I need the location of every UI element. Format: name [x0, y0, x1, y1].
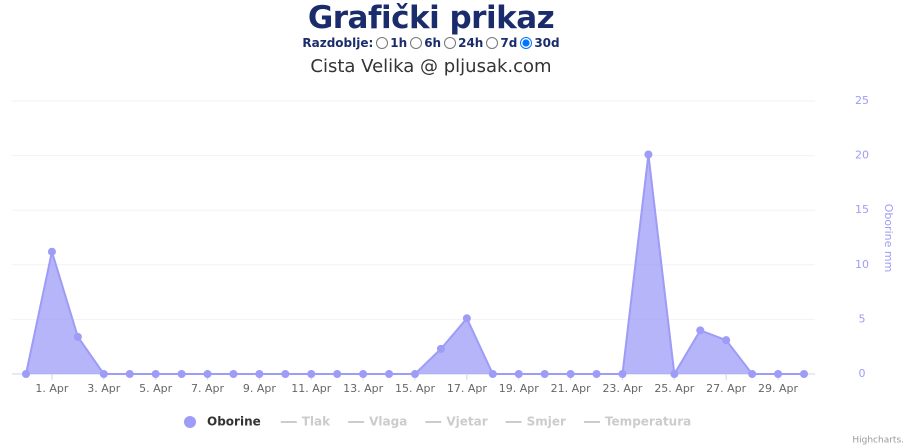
period-label: Razdoblje:: [302, 36, 374, 50]
point: [229, 370, 238, 378]
x-tick-label: 25. Apr: [654, 382, 694, 395]
period-radio[interactable]: [520, 37, 533, 49]
period-selector: Razdoblje: 1h 6h 24h 7d 30d: [0, 36, 862, 50]
point: [618, 370, 627, 378]
y-tick-label: 25: [855, 94, 869, 107]
point: [281, 370, 290, 378]
point: [385, 370, 394, 378]
period-text: 30d: [534, 36, 560, 50]
point: [177, 370, 186, 378]
x-tick-label: 15. Apr: [395, 382, 435, 395]
x-tick-label: 23. Apr: [602, 382, 642, 395]
area: [26, 154, 804, 374]
x-tick-label: 17. Apr: [447, 382, 487, 395]
period-option[interactable]: 1h: [373, 36, 407, 50]
x-tick-label: 29. Apr: [758, 382, 798, 395]
point: [644, 150, 653, 159]
point: [462, 314, 471, 323]
period-text: 7d: [500, 36, 518, 50]
legend-item[interactable]: Vlaga: [369, 415, 407, 429]
point: [514, 370, 523, 378]
y-tick-label: 15: [855, 203, 869, 216]
period-option[interactable]: 30d: [517, 36, 560, 50]
period-option[interactable]: 7d: [483, 36, 517, 50]
legend-item[interactable]: Tlak: [302, 415, 331, 429]
x-tick-label: 13. Apr: [343, 382, 383, 395]
period-text: 1h: [390, 36, 408, 50]
y-tick-label: 20: [855, 149, 869, 162]
line: [25, 154, 804, 378]
legend-item[interactable]: Oborine: [207, 415, 261, 429]
period-radio[interactable]: [486, 37, 499, 49]
period-option[interactable]: 24h: [441, 36, 483, 50]
x-tick-label: 3. Apr: [87, 382, 120, 395]
point: [592, 370, 601, 378]
x-tick-label: 7. Apr: [191, 382, 224, 395]
legend-symbol: [184, 416, 196, 428]
point: [22, 370, 30, 378]
page-title: Grafički prikaz: [307, 0, 555, 36]
point: [333, 370, 342, 378]
point: [307, 370, 316, 378]
point: [99, 370, 108, 378]
point: [359, 370, 368, 378]
point: [800, 370, 808, 378]
x-tick-label: 11. Apr: [291, 382, 331, 395]
point: [151, 370, 160, 378]
period-radio[interactable]: [410, 37, 423, 49]
period-radio[interactable]: [376, 37, 389, 49]
point: [203, 370, 212, 378]
chart-title: Cista Velika @ pljusak.com: [310, 56, 551, 77]
point: [125, 370, 134, 378]
point: [488, 370, 497, 378]
period-text: 24h: [458, 36, 484, 50]
point: [748, 370, 757, 378]
point: [540, 370, 549, 378]
y-tick-label: 5: [859, 312, 866, 325]
header: Grafički prikaz Razdoblje: 1h 6h 24h 7d 30d: [0, 0, 862, 50]
x-tick-label: 5. Apr: [139, 382, 172, 395]
point: [436, 344, 445, 353]
period-text: 6h: [424, 36, 442, 50]
point: [47, 247, 56, 256]
point: [670, 370, 679, 378]
period-radio[interactable]: [444, 37, 457, 49]
y-axis-title: Oborine mm: [882, 204, 895, 273]
point: [73, 332, 82, 341]
point: [774, 370, 783, 378]
legend-item[interactable]: Smjer: [527, 415, 566, 429]
x-tick-label: 1. Apr: [35, 382, 68, 395]
point: [411, 370, 419, 378]
y-tick-label: 0: [859, 367, 866, 380]
point: [566, 370, 575, 378]
x-tick-label: 21. Apr: [551, 382, 591, 395]
x-tick-label: 9. Apr: [243, 382, 276, 395]
x-tick-label: 27. Apr: [706, 382, 746, 395]
credits: Highcharts.: [852, 436, 904, 446]
legend-item[interactable]: Vjetar: [446, 415, 487, 429]
period-option[interactable]: 6h: [407, 36, 441, 50]
point: [722, 336, 731, 345]
y-tick-label: 10: [855, 258, 869, 271]
legend-item[interactable]: Temperatura: [605, 415, 691, 429]
point: [696, 326, 705, 335]
x-tick-label: 19. Apr: [499, 382, 539, 395]
point: [255, 370, 264, 378]
